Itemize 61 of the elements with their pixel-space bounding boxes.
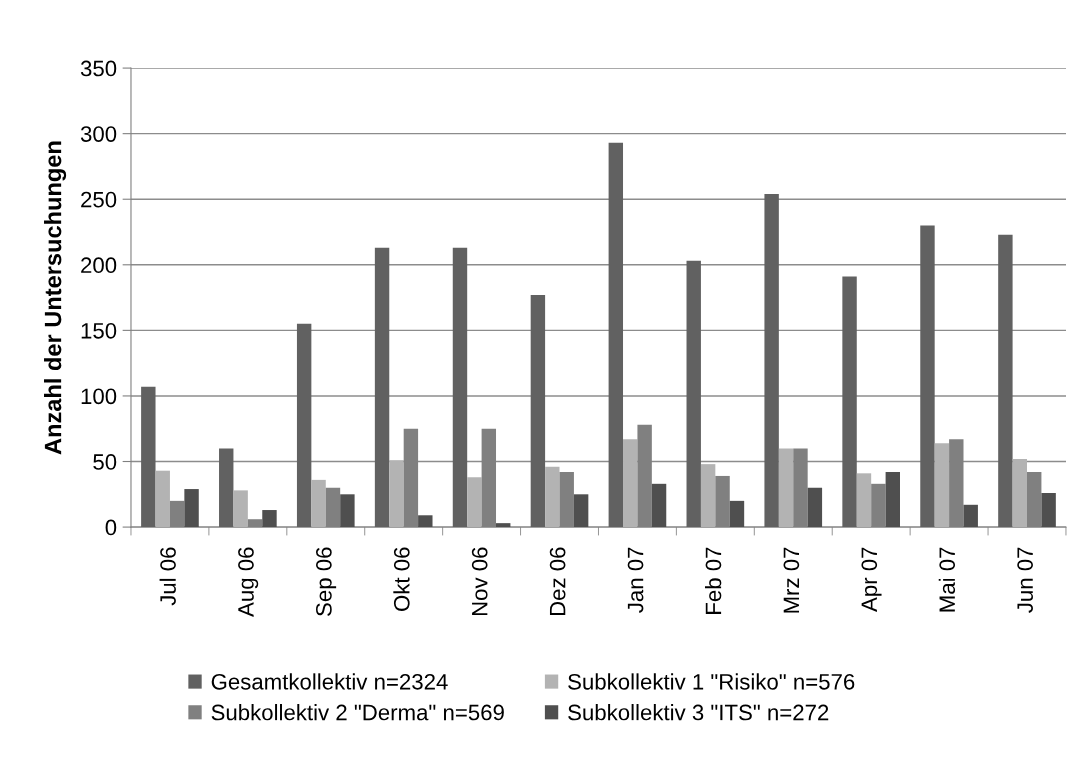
x-tick-label: Aug 06: [238, 547, 259, 617]
bar: [418, 515, 433, 528]
y-tick-label: 200: [81, 257, 117, 274]
y-tick-label: 150: [81, 322, 117, 339]
x-tick-label: Jul 06: [159, 547, 176, 606]
y-tick-label: 50: [93, 454, 117, 470]
x-tick-label: Dez 06: [549, 547, 566, 616]
bar: [920, 225, 935, 528]
bar: [219, 448, 234, 528]
bar: [764, 193, 779, 528]
y-tick-label: 350: [80, 60, 117, 77]
bar: [842, 276, 857, 528]
x-tick-label: Nov 06: [471, 547, 488, 616]
bar: [340, 494, 355, 528]
y-tick-label: 0: [105, 519, 117, 536]
bar: [686, 260, 701, 528]
bar: [1012, 458, 1028, 528]
y-axis-title: Anzahl der Untersuchungen: [44, 141, 67, 455]
y-tick-label: 100: [81, 388, 117, 405]
legend-label: Subkollektiv 1 "Risiko" n=576: [568, 673, 855, 690]
bar: [389, 460, 404, 528]
bar: [608, 142, 624, 528]
x-tick-label: Sep 06: [316, 547, 337, 616]
y-tick-label: 250: [81, 191, 117, 208]
bar: [155, 470, 170, 528]
legend-label: Subkollektiv 2 "Derma" n=569: [211, 704, 504, 721]
bar: [184, 489, 199, 528]
bar: [651, 483, 667, 528]
bar: [530, 294, 546, 528]
y-tick-label: 300: [80, 126, 117, 142]
bar: [262, 510, 277, 528]
legend-label: Gesamtkollektiv n=2324: [211, 673, 448, 690]
bar: [141, 386, 156, 528]
bar: [623, 439, 638, 528]
x-tick-label: Mrz 07: [783, 547, 800, 613]
bar: [233, 490, 248, 528]
bar: [452, 247, 468, 528]
bar: [778, 448, 794, 528]
bar: [573, 494, 589, 528]
x-tick-label: Mai 07: [938, 547, 956, 612]
bar: [856, 473, 872, 528]
x-tick-label: Apr 07: [861, 547, 882, 612]
x-tick-label: Feb 07: [704, 547, 722, 614]
bar: [885, 472, 901, 528]
bar: [807, 487, 823, 528]
bar: [467, 477, 482, 528]
bar: [374, 247, 390, 528]
bar: [311, 479, 326, 528]
bar: [496, 523, 511, 528]
bar: [934, 443, 950, 528]
bar: [963, 504, 978, 528]
legend-label: Subkollektiv 3 "ITS" n=272: [568, 704, 829, 721]
bar: [729, 500, 745, 528]
x-tick-label: Okt 06: [393, 547, 410, 611]
bar: [545, 466, 560, 528]
bar: [700, 464, 716, 528]
bar: [1041, 492, 1056, 528]
bar: [296, 323, 312, 528]
x-tick-label: Jun 07: [1017, 547, 1033, 613]
x-tick-label: Jan 07: [627, 547, 644, 613]
bar: [998, 234, 1013, 528]
